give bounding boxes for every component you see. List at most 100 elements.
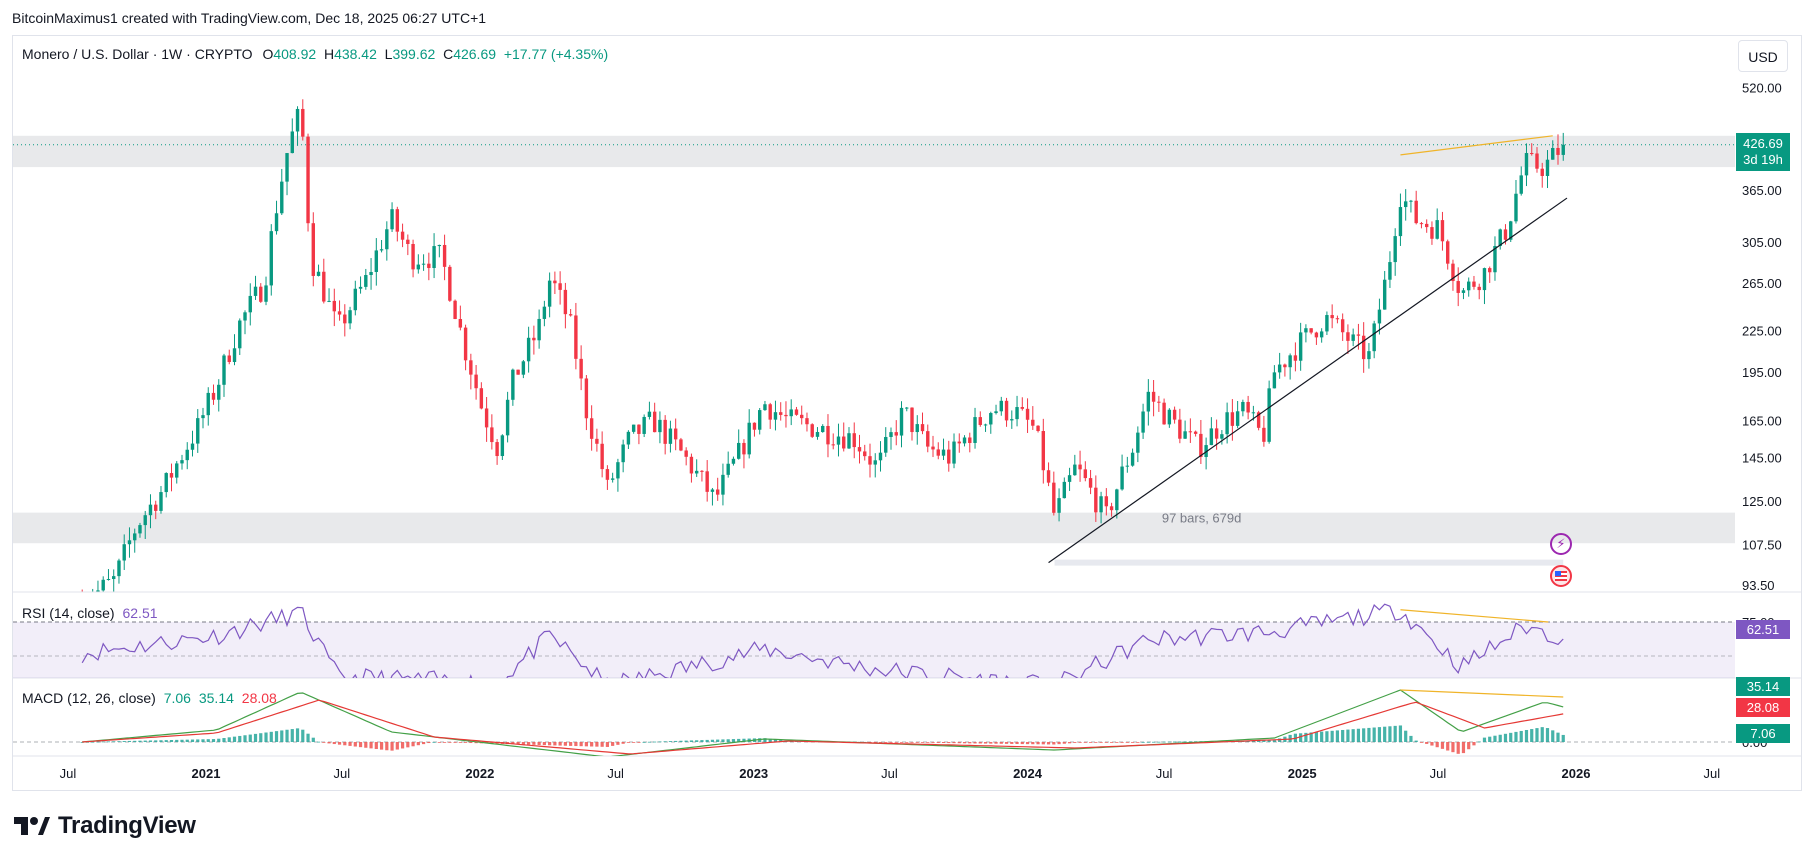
candle <box>1272 372 1277 389</box>
macd-hist-bar <box>238 735 242 742</box>
candle <box>374 250 379 272</box>
candle <box>175 463 179 478</box>
macd-hist-bar <box>952 742 956 744</box>
candle <box>884 436 888 453</box>
candle <box>1488 268 1492 273</box>
candle <box>285 153 289 182</box>
candle <box>1267 388 1271 442</box>
candle <box>873 460 877 465</box>
candle <box>1519 175 1523 194</box>
candle <box>463 327 468 361</box>
macd-hist-bar <box>190 739 195 742</box>
us-flag-icon[interactable] <box>1550 565 1572 587</box>
candle <box>747 422 751 455</box>
macd-hist-bar <box>658 741 662 743</box>
macd-legend[interactable]: MACD (12, 26, close) 7.06 35.14 28.08 <box>22 690 277 706</box>
candle <box>196 418 200 444</box>
chart-credit: BitcoinMaximus1 created with TradingView… <box>12 10 487 26</box>
macd-hist-bar <box>80 742 84 743</box>
macd-hist-bar <box>1561 734 1565 742</box>
macd-signal-tag: 28.08 <box>1736 698 1790 717</box>
candle <box>779 412 783 415</box>
candle <box>1020 407 1024 409</box>
low-value: 399.62 <box>392 46 436 62</box>
time-axis-label: Jul <box>1430 766 1447 781</box>
last-price-tag: 426.69 3d 19h <box>1736 133 1790 171</box>
candle <box>500 435 505 457</box>
candle <box>1535 153 1539 169</box>
candle <box>1414 200 1418 224</box>
macd-hist-bar <box>1099 742 1103 743</box>
candle <box>836 436 841 445</box>
symbol-legend[interactable]: Monero / U.S. Dollar · 1W · CRYPTO O408.… <box>22 46 608 62</box>
candle <box>800 414 804 419</box>
candle <box>894 432 898 436</box>
macd-hist-bar <box>1456 742 1460 754</box>
price-axis-label: 165.00 <box>1742 413 1782 428</box>
candle <box>1493 246 1497 273</box>
candle <box>138 525 142 534</box>
price-axis-label: 225.00 <box>1742 323 1782 338</box>
macd-hist-bar <box>716 739 720 742</box>
candle <box>863 451 867 457</box>
macd-hist-bar <box>1477 741 1481 743</box>
macd-hist-bar <box>1020 742 1024 745</box>
macd-hist-bar <box>1320 731 1324 742</box>
macd-hist-bar <box>1362 728 1366 742</box>
support-zone <box>13 512 1735 544</box>
candle <box>169 473 174 478</box>
macd-hist-bar <box>201 739 205 742</box>
candle <box>1482 268 1487 291</box>
candle <box>758 410 762 430</box>
time-axis-label: Jul <box>1703 766 1720 781</box>
candle <box>1220 434 1224 439</box>
macd-hist-bar <box>106 741 111 743</box>
candle <box>642 416 646 434</box>
macd-hist-bar <box>91 741 95 743</box>
candle <box>1046 470 1051 483</box>
macd-hist-bar <box>1251 740 1255 742</box>
tradingview-logo[interactable]: TradingView <box>14 812 196 840</box>
candle <box>112 576 116 580</box>
currency-button[interactable]: USD <box>1738 40 1788 72</box>
bar-countdown: 3d 19h <box>1743 152 1783 167</box>
candle <box>1540 168 1544 176</box>
rsi-legend[interactable]: RSI (14, close) 62.51 <box>22 605 158 621</box>
candle <box>553 280 557 284</box>
candle <box>847 433 851 449</box>
macd-hist-bar <box>1330 730 1334 742</box>
candle <box>1503 229 1508 240</box>
candle <box>763 404 767 411</box>
candle <box>1435 220 1439 239</box>
candle <box>999 400 1003 412</box>
time-axis-label: 2024 <box>1013 766 1043 781</box>
macd-hist-bar <box>332 742 336 745</box>
candle <box>721 474 725 495</box>
time-axis-label: Jul <box>60 766 77 781</box>
candle <box>731 458 736 464</box>
rsi-label: RSI (14, close) <box>22 605 115 621</box>
macd-hist-bar <box>421 742 426 745</box>
candle <box>736 442 741 459</box>
candle <box>1178 419 1182 439</box>
macd-hist-bar <box>395 742 399 750</box>
candle <box>694 470 699 474</box>
candle <box>568 314 573 316</box>
candle <box>369 271 373 276</box>
macd-hist-bar <box>768 738 772 742</box>
candle <box>1256 412 1261 428</box>
candle <box>1393 236 1397 263</box>
candle <box>1356 334 1361 336</box>
candle <box>322 271 326 302</box>
candle <box>1382 279 1387 310</box>
macd-hist-bar <box>1545 728 1550 742</box>
candle <box>1172 409 1177 420</box>
candle <box>1361 335 1366 360</box>
candle <box>1151 391 1156 402</box>
lightning-icon[interactable]: ⚡ <box>1550 533 1572 555</box>
macd-hist-bar <box>474 742 478 744</box>
candle <box>148 504 153 516</box>
macd-hist-bar <box>584 742 588 747</box>
ohlc-values: O408.92 H438.42 L399.62 C426.69 +17.77 (… <box>262 46 609 62</box>
